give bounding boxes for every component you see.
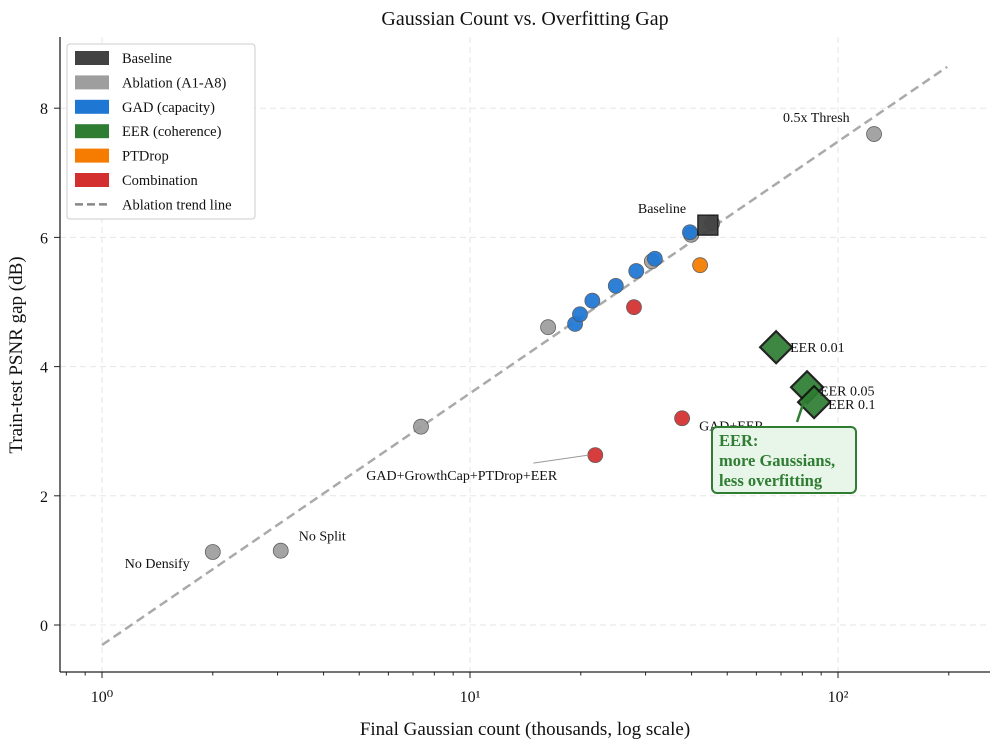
y-tick-label: 4 [40,360,48,377]
legend-swatch [75,124,109,139]
callout-box [711,426,857,494]
legend-label: GAD (capacity) [122,100,215,116]
combination-point [626,299,642,316]
legend-label: PTDrop [122,149,169,165]
y-tick-label: 0 [40,618,48,635]
ptdrop-point [692,257,709,274]
trend-line-layer [101,65,948,647]
baseline-point [697,214,719,236]
ablation-a1-a8-point [866,126,882,142]
point-annotation: EER 0.05 [820,384,874,399]
ablation-a1-a8-point [204,544,221,560]
point-annotation: EER 0.1 [828,398,875,413]
points-layer [204,126,882,560]
legend-label: Combination [122,173,198,189]
axes: 10⁰ 10¹ 10² 0 2 4 6 8 [40,37,990,706]
legend: Baseline Ablation (A1-A8) GAD (capacity) EE… [66,43,256,220]
legend-swatch [75,99,109,114]
y-tick-label: 2 [40,489,48,506]
ablation-a1-a8-point [413,418,429,435]
gad-capacity-point [682,224,698,241]
gad-capacity-point [572,306,588,323]
legend-frame [66,43,256,220]
legend-label: EER (coherence) [122,124,222,140]
combination-point [587,447,604,464]
gad-capacity-point [646,250,663,267]
legend-swatch [75,148,109,163]
ablation-a1-a8-point [272,542,289,559]
legend-swatch [75,75,109,90]
x-tick-label: 10⁰ [91,689,113,706]
x-axis-label: Final Gaussian count (thousands, log sca… [360,719,690,740]
legend-label: Ablation (A1-A8) [122,75,226,91]
callout-arrow [795,397,807,423]
legend-label: Baseline [122,51,172,67]
point-annotation: No Densify [125,557,190,572]
gad-capacity-point [584,292,601,309]
eer-coherence-point [796,384,832,420]
callout-text: more Gaussians, [719,451,835,470]
gad-capacity-point [628,263,645,279]
eer-coherence-point [758,329,794,365]
point-annotation: Baseline [638,202,686,217]
x-tick-label: 10¹ [460,689,481,706]
point-annotation: EER 0.01 [790,341,844,356]
y-tick-label: 8 [40,101,48,118]
chart-title: Gaussian Count vs. Overfitting Gap [381,8,668,30]
callout-text: EER: [719,431,758,450]
trend-line [101,65,948,647]
legend-swatch [75,173,109,187]
callout-text: less overfitting [719,471,823,490]
point-annotation: 0.5x Thresh [783,111,850,126]
legend-label: Ablation trend line [122,197,232,213]
annotation-leader-line [533,454,589,464]
legend-swatch [75,51,109,65]
y-axis-label: Train-test PSNR gap (dB) [6,256,27,453]
point-annotation: No Split [299,530,346,545]
y-tick-label: 6 [40,230,48,247]
combination-point [674,410,690,427]
x-tick-label: 10² [828,689,849,706]
gad-capacity-point [607,277,624,294]
point-annotation: GAD+GrowthCap+PTDrop+EER [366,469,558,484]
ablation-a1-a8-point [540,319,556,336]
